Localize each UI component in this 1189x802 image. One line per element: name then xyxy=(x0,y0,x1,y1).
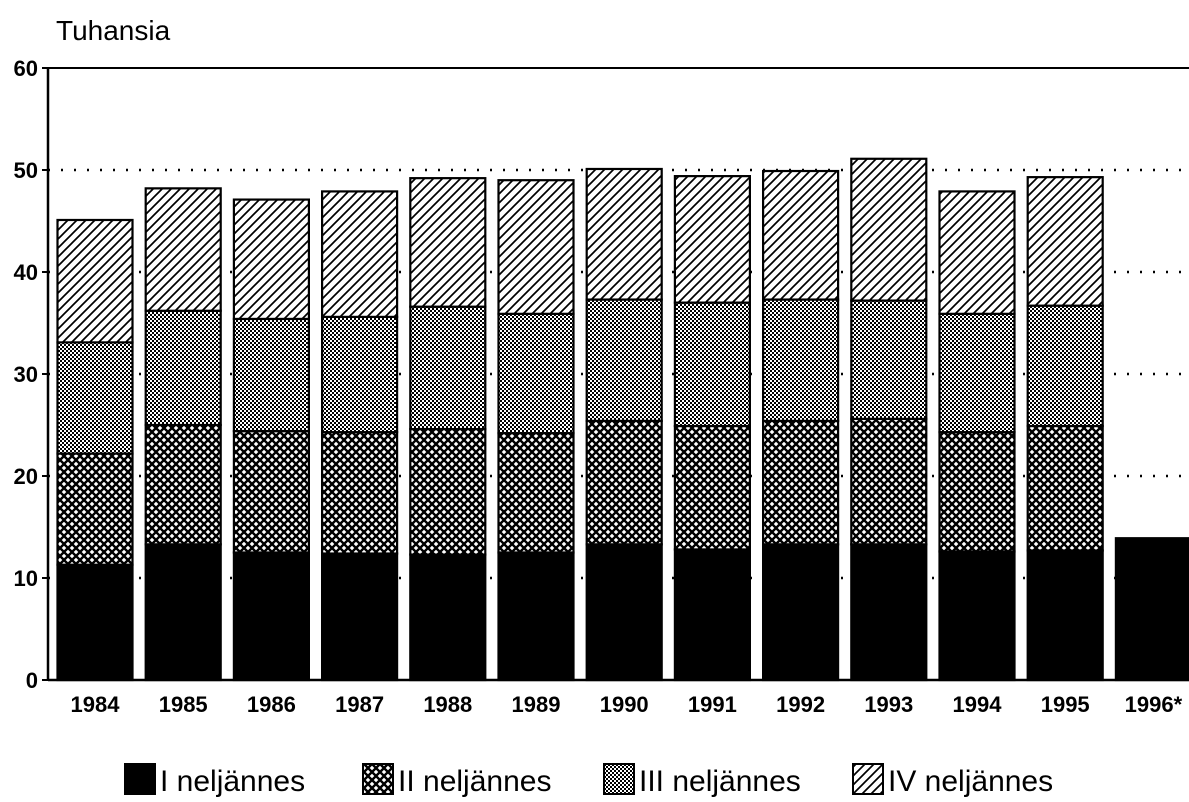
bar-segment-1993-q4 xyxy=(850,157,928,302)
bar-segment-1995-q4 xyxy=(1026,176,1104,307)
bars xyxy=(56,157,1189,682)
bar-segment-1986-q2 xyxy=(232,430,310,554)
y-tick-label: 0 xyxy=(26,668,38,693)
bar-segment-1995-q3 xyxy=(1026,304,1104,428)
bar-segment-1995-q1 xyxy=(1026,549,1104,682)
bar-segment-1991-q3 xyxy=(673,301,752,428)
x-tick-label: 1991 xyxy=(688,692,737,717)
bar-segment-1992-q1 xyxy=(761,543,840,682)
y-tick-label: 10 xyxy=(14,566,38,591)
bar-segment-1990-q3 xyxy=(585,298,663,423)
bar-segment-1991-q1 xyxy=(673,548,752,682)
bar-segment-1989-q1 xyxy=(497,551,575,682)
legend-swatch-q4 xyxy=(852,763,884,795)
bar-segment-1985-q3 xyxy=(144,309,222,427)
bar-segment-1984-q3 xyxy=(56,341,134,455)
bar-segment-1987-q2 xyxy=(321,431,399,555)
bar-segment-1990-q1 xyxy=(585,543,663,682)
bar-segment-1993-q1 xyxy=(850,543,928,682)
bar-segment-1995-q2 xyxy=(1026,424,1104,552)
bar-segment-1987-q1 xyxy=(321,552,399,682)
legend: I neljännes II neljännes III neljännes IV n… xyxy=(124,763,1053,798)
bar-segment-1993-q2 xyxy=(850,417,928,546)
bar-segment-1991-q2 xyxy=(673,424,752,551)
bar-segment-1994-q4 xyxy=(938,190,1016,315)
bar-segment-1985-q2 xyxy=(144,423,222,546)
legend-label-q2: II neljännes xyxy=(398,765,551,798)
bar-segment-1994-q1 xyxy=(938,550,1016,682)
x-tick-label: 1987 xyxy=(335,692,384,717)
y-tick-label: 60 xyxy=(14,56,38,81)
x-tick-label: 1990 xyxy=(600,692,649,717)
bar-segment-1989-q2 xyxy=(497,432,575,554)
x-tick-label: 1993 xyxy=(864,692,913,717)
bar-segment-1993-q3 xyxy=(850,299,928,420)
y-tick-label: 20 xyxy=(14,464,38,489)
bar-segment-1987-q3 xyxy=(321,315,399,434)
axes: 1984 1985 1986 1987 1988 1989 1990 1991 1992 1993… xyxy=(14,56,1189,717)
legend-swatch-q2 xyxy=(362,763,394,795)
bar-segment-1992-q4 xyxy=(761,169,840,301)
y-tick-label: 40 xyxy=(14,260,38,285)
bar-segment-1994-q3 xyxy=(938,312,1016,434)
bar-segment-1992-q2 xyxy=(761,419,840,546)
bar-segment-1988-q1 xyxy=(409,553,487,682)
x-tick-label: 1985 xyxy=(159,692,208,717)
bar-segment-1985-q1 xyxy=(144,543,222,682)
bar-segment-1990-q4 xyxy=(585,167,663,301)
x-tick-label: 1988 xyxy=(423,692,472,717)
y-tick-label: 30 xyxy=(14,362,38,387)
y-axis-unit-label: Tuhansia xyxy=(56,15,171,46)
x-tick-label: 1992 xyxy=(776,692,825,717)
y-tick-label: 50 xyxy=(14,158,38,183)
x-tick-label: 1986 xyxy=(247,692,296,717)
x-tick-label: 1989 xyxy=(512,692,561,717)
bar-segment-1984-q1 xyxy=(56,563,134,682)
bar-segment-1996-q1 xyxy=(1114,537,1189,682)
bar-segment-1985-q4 xyxy=(144,187,222,312)
x-tick-label: 1984 xyxy=(71,692,121,717)
bar-segment-1986-q4 xyxy=(232,198,310,321)
legend-label-q4: IV neljännes xyxy=(888,765,1053,798)
bar-segment-1986-q3 xyxy=(232,317,310,433)
legend-label-q3: III neljännes xyxy=(639,765,801,798)
legend-swatch-q3 xyxy=(603,763,635,795)
bar-segment-1984-q2 xyxy=(56,452,134,566)
bar-segment-1988-q4 xyxy=(409,177,487,308)
bar-segment-1988-q2 xyxy=(409,427,487,556)
bar-segment-1992-q3 xyxy=(761,298,840,423)
bar-segment-1988-q3 xyxy=(409,305,487,431)
x-tick-label: 1994 xyxy=(953,692,1003,717)
legend-label-q1: I neljännes xyxy=(160,765,305,798)
bar-segment-1989-q4 xyxy=(497,179,575,315)
bar-segment-1990-q2 xyxy=(585,419,663,546)
bar-segment-1984-q4 xyxy=(56,218,134,344)
bar-segment-1986-q1 xyxy=(232,551,310,682)
x-tick-label: 1995 xyxy=(1041,692,1090,717)
bar-segment-1991-q4 xyxy=(673,175,752,304)
x-tick-label: 1996* xyxy=(1125,692,1183,717)
bar-segment-1987-q4 xyxy=(321,190,399,318)
bar-segment-1994-q2 xyxy=(938,431,1016,553)
bar-segment-1989-q3 xyxy=(497,312,575,435)
legend-swatch-q1 xyxy=(124,763,156,795)
